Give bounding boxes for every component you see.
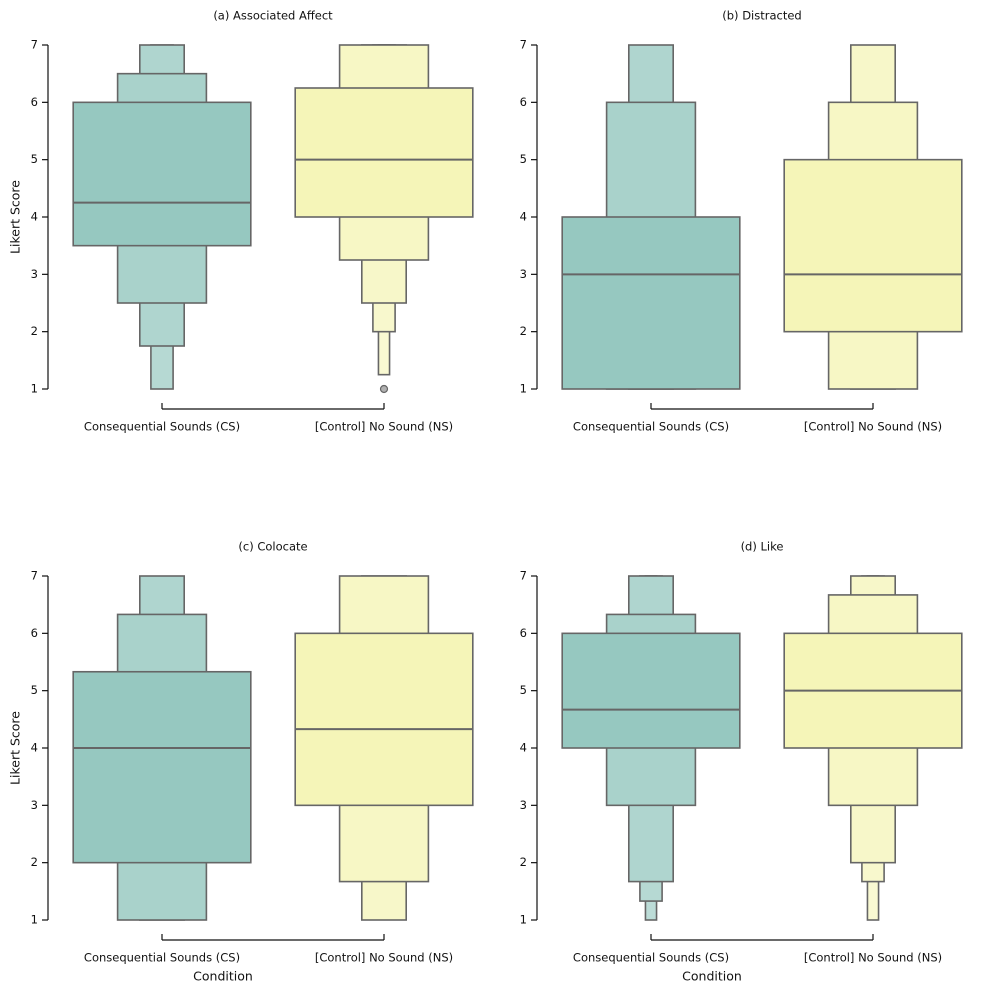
y-tick-label: 7 bbox=[520, 38, 527, 52]
y-tick-label: 5 bbox=[31, 152, 38, 166]
panel-title: (d) Like bbox=[741, 540, 784, 554]
y-tick-label: 2 bbox=[520, 855, 527, 869]
y-tick-label: 3 bbox=[31, 267, 38, 281]
x-tick-label: Consequential Sounds (CS) bbox=[84, 420, 240, 434]
y-tick-label: 3 bbox=[520, 267, 527, 281]
y-tick-label: 4 bbox=[520, 741, 527, 755]
y-tick-label: 6 bbox=[31, 95, 38, 109]
letter-value-box bbox=[783, 158, 963, 333]
y-tick-label: 4 bbox=[520, 210, 527, 224]
letter-value-box bbox=[561, 632, 741, 749]
y-tick-label: 1 bbox=[520, 382, 527, 396]
x-axis-label: Condition bbox=[682, 969, 742, 984]
y-tick-label: 1 bbox=[31, 913, 38, 927]
y-tick-label: 1 bbox=[31, 382, 38, 396]
y-tick-label: 4 bbox=[31, 741, 38, 755]
y-axis-label: Likert Score bbox=[8, 711, 23, 785]
x-tick-label: [Control] No Sound (NS) bbox=[804, 951, 942, 965]
x-tick-label: [Control] No Sound (NS) bbox=[315, 951, 453, 965]
panel-title: (a) Associated Affect bbox=[213, 9, 333, 23]
panel-title: (b) Distracted bbox=[722, 9, 801, 23]
y-tick-label: 5 bbox=[520, 683, 527, 697]
letter-value-box bbox=[294, 632, 474, 807]
panel-title: (c) Colocate bbox=[238, 540, 307, 554]
y-tick-label: 3 bbox=[31, 798, 38, 812]
y-tick-label: 4 bbox=[31, 210, 38, 224]
y-axis-label: Likert Score bbox=[8, 180, 23, 254]
letter-value-box bbox=[72, 101, 252, 247]
y-tick-label: 7 bbox=[31, 38, 38, 52]
y-tick-label: 6 bbox=[520, 626, 527, 640]
x-tick-label: Consequential Sounds (CS) bbox=[573, 951, 729, 965]
x-axis-label: Condition bbox=[193, 969, 253, 984]
y-tick-label: 2 bbox=[31, 855, 38, 869]
y-tick-label: 6 bbox=[31, 626, 38, 640]
y-tick-label: 5 bbox=[520, 152, 527, 166]
x-tick-label: [Control] No Sound (NS) bbox=[804, 420, 942, 434]
y-tick-label: 7 bbox=[31, 569, 38, 583]
y-tick-label: 3 bbox=[520, 798, 527, 812]
y-tick-label: 7 bbox=[520, 569, 527, 583]
letter-value-box bbox=[72, 670, 252, 864]
y-tick-label: 1 bbox=[520, 913, 527, 927]
x-tick-label: Consequential Sounds (CS) bbox=[84, 951, 240, 965]
y-tick-label: 2 bbox=[31, 324, 38, 338]
outlier bbox=[379, 384, 389, 394]
x-tick-label: Consequential Sounds (CS) bbox=[573, 420, 729, 434]
y-tick-label: 6 bbox=[520, 95, 527, 109]
letter-value-box bbox=[561, 216, 741, 390]
letter-value-box bbox=[294, 87, 474, 218]
y-tick-label: 2 bbox=[520, 324, 527, 338]
y-tick-label: 5 bbox=[31, 683, 38, 697]
x-tick-label: [Control] No Sound (NS) bbox=[315, 420, 453, 434]
